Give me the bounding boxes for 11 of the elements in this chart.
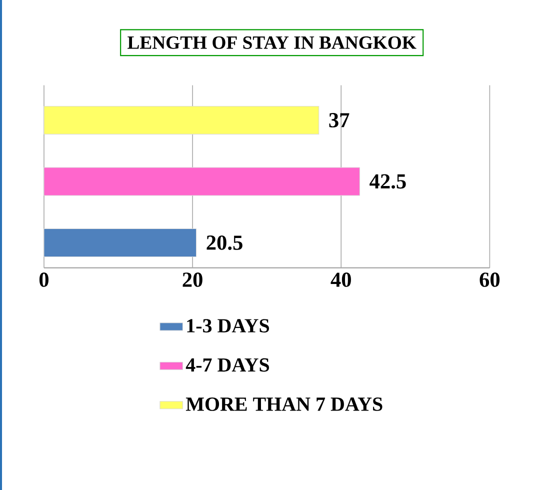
legend-label: 4-7 DAYS <box>186 358 269 372</box>
data-label: 42.5 <box>370 174 406 188</box>
x-tick-label: 40 <box>330 272 351 287</box>
data-label: 20.5 <box>206 235 242 250</box>
legend-label: MORE THAN 7 DAYS <box>186 397 382 411</box>
x-tick-label: 20 <box>182 272 202 287</box>
legend-label: 1-3 DAYS <box>187 318 269 332</box>
x-tick-label: 60 <box>480 272 500 287</box>
chart-title: LENGTH OF STAY IN BANGKOK <box>128 36 416 49</box>
data-label: 37 <box>329 112 350 128</box>
x-tick-label: 0 <box>39 272 48 287</box>
